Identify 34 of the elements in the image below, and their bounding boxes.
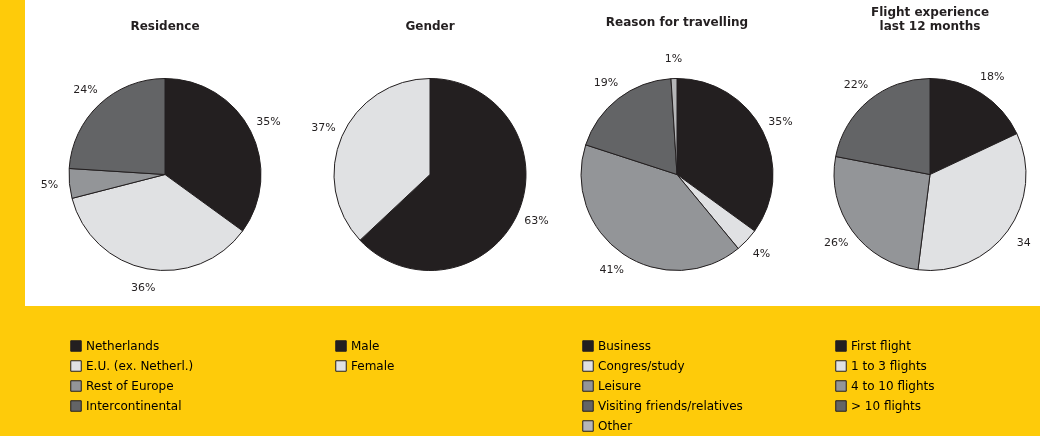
data-label: 36% — [131, 281, 156, 295]
legend-label: Netherlands — [86, 339, 160, 353]
data-label: 19% — [593, 75, 619, 89]
data-label: 1% — [664, 51, 683, 65]
data-label: 35% — [256, 114, 281, 128]
data-label: 34 — [1016, 235, 1031, 249]
legend-label: Leisure — [598, 379, 642, 393]
chart-title: Residence — [130, 19, 200, 33]
data-label: 35% — [768, 114, 793, 128]
legend-label: Congres/study — [598, 359, 685, 373]
data-label: 41% — [599, 263, 625, 277]
legend-label: 4 to 10 flights — [851, 379, 935, 393]
legend-label: 1 to 3 flights — [851, 359, 927, 373]
legend-label: Male — [351, 339, 380, 353]
data-label: 37% — [311, 121, 336, 135]
legend-label: Intercontinental — [86, 399, 182, 413]
data-label: 63% — [524, 213, 549, 227]
legend-label: Rest of Europe — [86, 379, 174, 393]
legend-label: > 10 flights — [851, 399, 922, 413]
legend-label: Female — [351, 359, 395, 373]
legend-label: E.U. (ex. Netherl.) — [86, 359, 194, 373]
data-label: 5% — [40, 178, 59, 192]
legend-label: First flight — [851, 339, 912, 353]
chart-title: Gender — [405, 19, 455, 33]
data-label: 4% — [752, 246, 771, 260]
legend-label: Business — [598, 339, 651, 353]
legend-label: Visiting friends/relatives — [598, 399, 743, 413]
chart-title: Flight experience last 12 months — [870, 5, 990, 33]
data-label: 18% — [979, 69, 1005, 83]
chart-title: Reason for travelling — [605, 14, 749, 29]
data-label: 24% — [73, 82, 98, 96]
legend-label: Other — [598, 419, 633, 433]
data-label: 22% — [843, 78, 869, 92]
data-label: 26% — [823, 235, 849, 249]
